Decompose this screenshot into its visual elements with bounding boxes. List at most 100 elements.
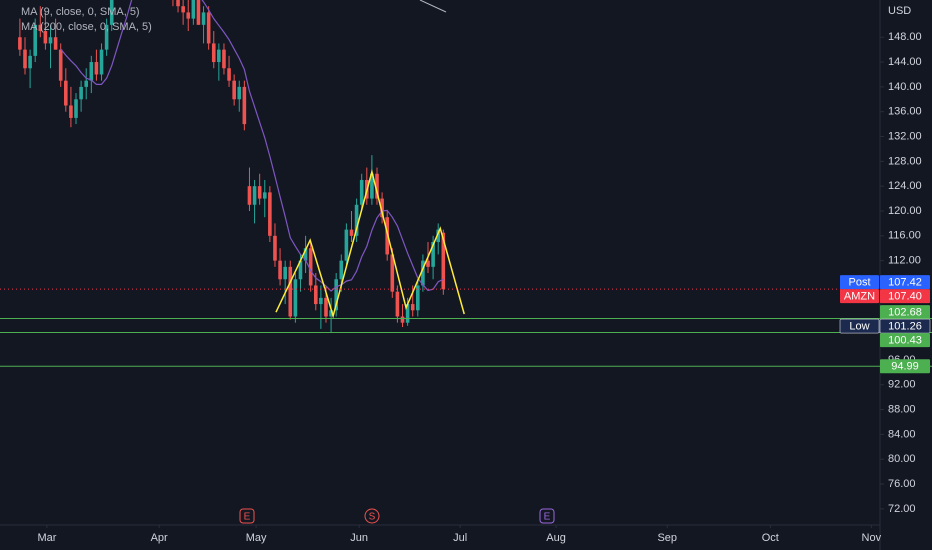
candle-body bbox=[283, 266, 287, 280]
candle-body bbox=[359, 179, 364, 205]
ma-line bbox=[60, 0, 444, 292]
legend-ma9: MA (9, close, 0, SMA, 5) bbox=[21, 6, 140, 18]
candle-body bbox=[436, 229, 441, 243]
candle-body bbox=[23, 49, 27, 69]
candle-body bbox=[339, 260, 344, 280]
candle-body bbox=[400, 316, 405, 323]
candle-body bbox=[349, 229, 354, 236]
candle-body bbox=[58, 49, 63, 81]
candle-body bbox=[69, 105, 73, 118]
candle-body bbox=[222, 49, 226, 69]
candle-body bbox=[375, 173, 379, 199]
price-tag-name bbox=[840, 289, 879, 304]
price-tag-value: 94.99 bbox=[891, 361, 919, 373]
candle-body bbox=[48, 37, 53, 44]
candle-body bbox=[181, 6, 185, 13]
candle-body bbox=[390, 254, 395, 292]
price-tag bbox=[880, 289, 930, 304]
candle-body bbox=[431, 242, 435, 267]
candle-body bbox=[89, 62, 94, 81]
candle-body bbox=[293, 279, 298, 317]
candle-body bbox=[186, 12, 191, 19]
candle-body bbox=[334, 279, 338, 311]
price-tag-name bbox=[840, 275, 879, 290]
y-tick-label: 124.00 bbox=[888, 180, 922, 192]
candle-body bbox=[441, 232, 446, 290]
price-tag-name bbox=[839, 318, 880, 334]
price-tag bbox=[880, 305, 930, 320]
candle-body bbox=[18, 37, 22, 50]
candle-body bbox=[288, 266, 293, 317]
y-tick-label: 144.00 bbox=[888, 56, 922, 68]
candle-body bbox=[33, 24, 37, 56]
y-tick-label: 92.00 bbox=[888, 379, 916, 391]
y-tick-label: 80.00 bbox=[888, 453, 916, 465]
legend-ma200: MA (200, close, 0, SMA, 5) bbox=[21, 21, 152, 33]
x-tick-label: Nov bbox=[862, 532, 882, 544]
candle-body bbox=[344, 229, 349, 261]
x-tick-label: Oct bbox=[762, 532, 779, 544]
candle-body bbox=[191, 0, 196, 19]
candle-body bbox=[94, 62, 99, 75]
candle-body bbox=[252, 186, 257, 205]
x-tick-label: Mar bbox=[37, 532, 56, 544]
candle-body bbox=[43, 31, 48, 44]
candle-body bbox=[298, 260, 303, 280]
candle-body bbox=[329, 310, 333, 317]
y-tick-label: 136.00 bbox=[888, 106, 922, 118]
event-label: E bbox=[244, 512, 251, 523]
candle-body bbox=[370, 173, 374, 199]
candle-body bbox=[257, 186, 262, 199]
candle-body bbox=[395, 291, 400, 317]
candle-body bbox=[74, 99, 78, 118]
candle-body bbox=[104, 24, 109, 50]
candle-body bbox=[416, 285, 420, 311]
candle-body bbox=[273, 235, 277, 261]
y-tick-label: 132.00 bbox=[888, 130, 922, 142]
candle-body bbox=[79, 86, 83, 100]
candle-body bbox=[262, 192, 267, 199]
candle-body bbox=[421, 260, 425, 286]
price-tag-value: 101.26 bbox=[888, 320, 922, 332]
candle-body bbox=[84, 80, 89, 87]
candle-body bbox=[242, 86, 247, 125]
candle-body bbox=[324, 297, 328, 317]
y-tick-label: 112.00 bbox=[888, 255, 921, 267]
y-tick-label: 116.00 bbox=[888, 230, 921, 242]
candle-body bbox=[303, 248, 308, 261]
y-tick-label: 72.00 bbox=[888, 503, 916, 515]
candle-body bbox=[278, 260, 282, 280]
candle-body bbox=[217, 49, 221, 63]
candle-body bbox=[64, 80, 68, 106]
y-tick-label: 120.00 bbox=[888, 205, 922, 217]
candle-body bbox=[196, 0, 201, 25]
price-tag bbox=[880, 275, 930, 290]
event-label: E bbox=[544, 512, 551, 523]
y-tick-label: 128.00 bbox=[888, 155, 922, 167]
y-tick-label: 88.00 bbox=[888, 403, 916, 415]
candle-body bbox=[354, 204, 359, 236]
price-tag bbox=[880, 333, 930, 348]
price-tag-value: 107.40 bbox=[888, 291, 922, 303]
candle-body bbox=[405, 304, 410, 323]
candle-body bbox=[247, 186, 252, 205]
candle-body bbox=[319, 297, 323, 305]
x-tick-label: Jul bbox=[453, 532, 467, 544]
candle-body bbox=[109, 0, 114, 25]
candle-body bbox=[176, 0, 180, 7]
pattern-line bbox=[275, 168, 465, 319]
candle-body bbox=[232, 80, 236, 100]
candle-body bbox=[308, 248, 313, 286]
trend-line bbox=[419, 0, 447, 13]
price-tag-value: 100.43 bbox=[888, 334, 922, 346]
event-badge bbox=[539, 508, 555, 524]
candle-body bbox=[53, 37, 58, 50]
y-tick-label: 84.00 bbox=[888, 428, 916, 440]
candle-body bbox=[268, 192, 272, 236]
y-tick-label: 76.00 bbox=[888, 478, 916, 490]
price-tag-label: AMZN bbox=[844, 291, 875, 303]
price-tag-value: 107.42 bbox=[888, 277, 922, 289]
price-tag-label: Post bbox=[848, 277, 870, 289]
candle-body bbox=[227, 68, 231, 81]
